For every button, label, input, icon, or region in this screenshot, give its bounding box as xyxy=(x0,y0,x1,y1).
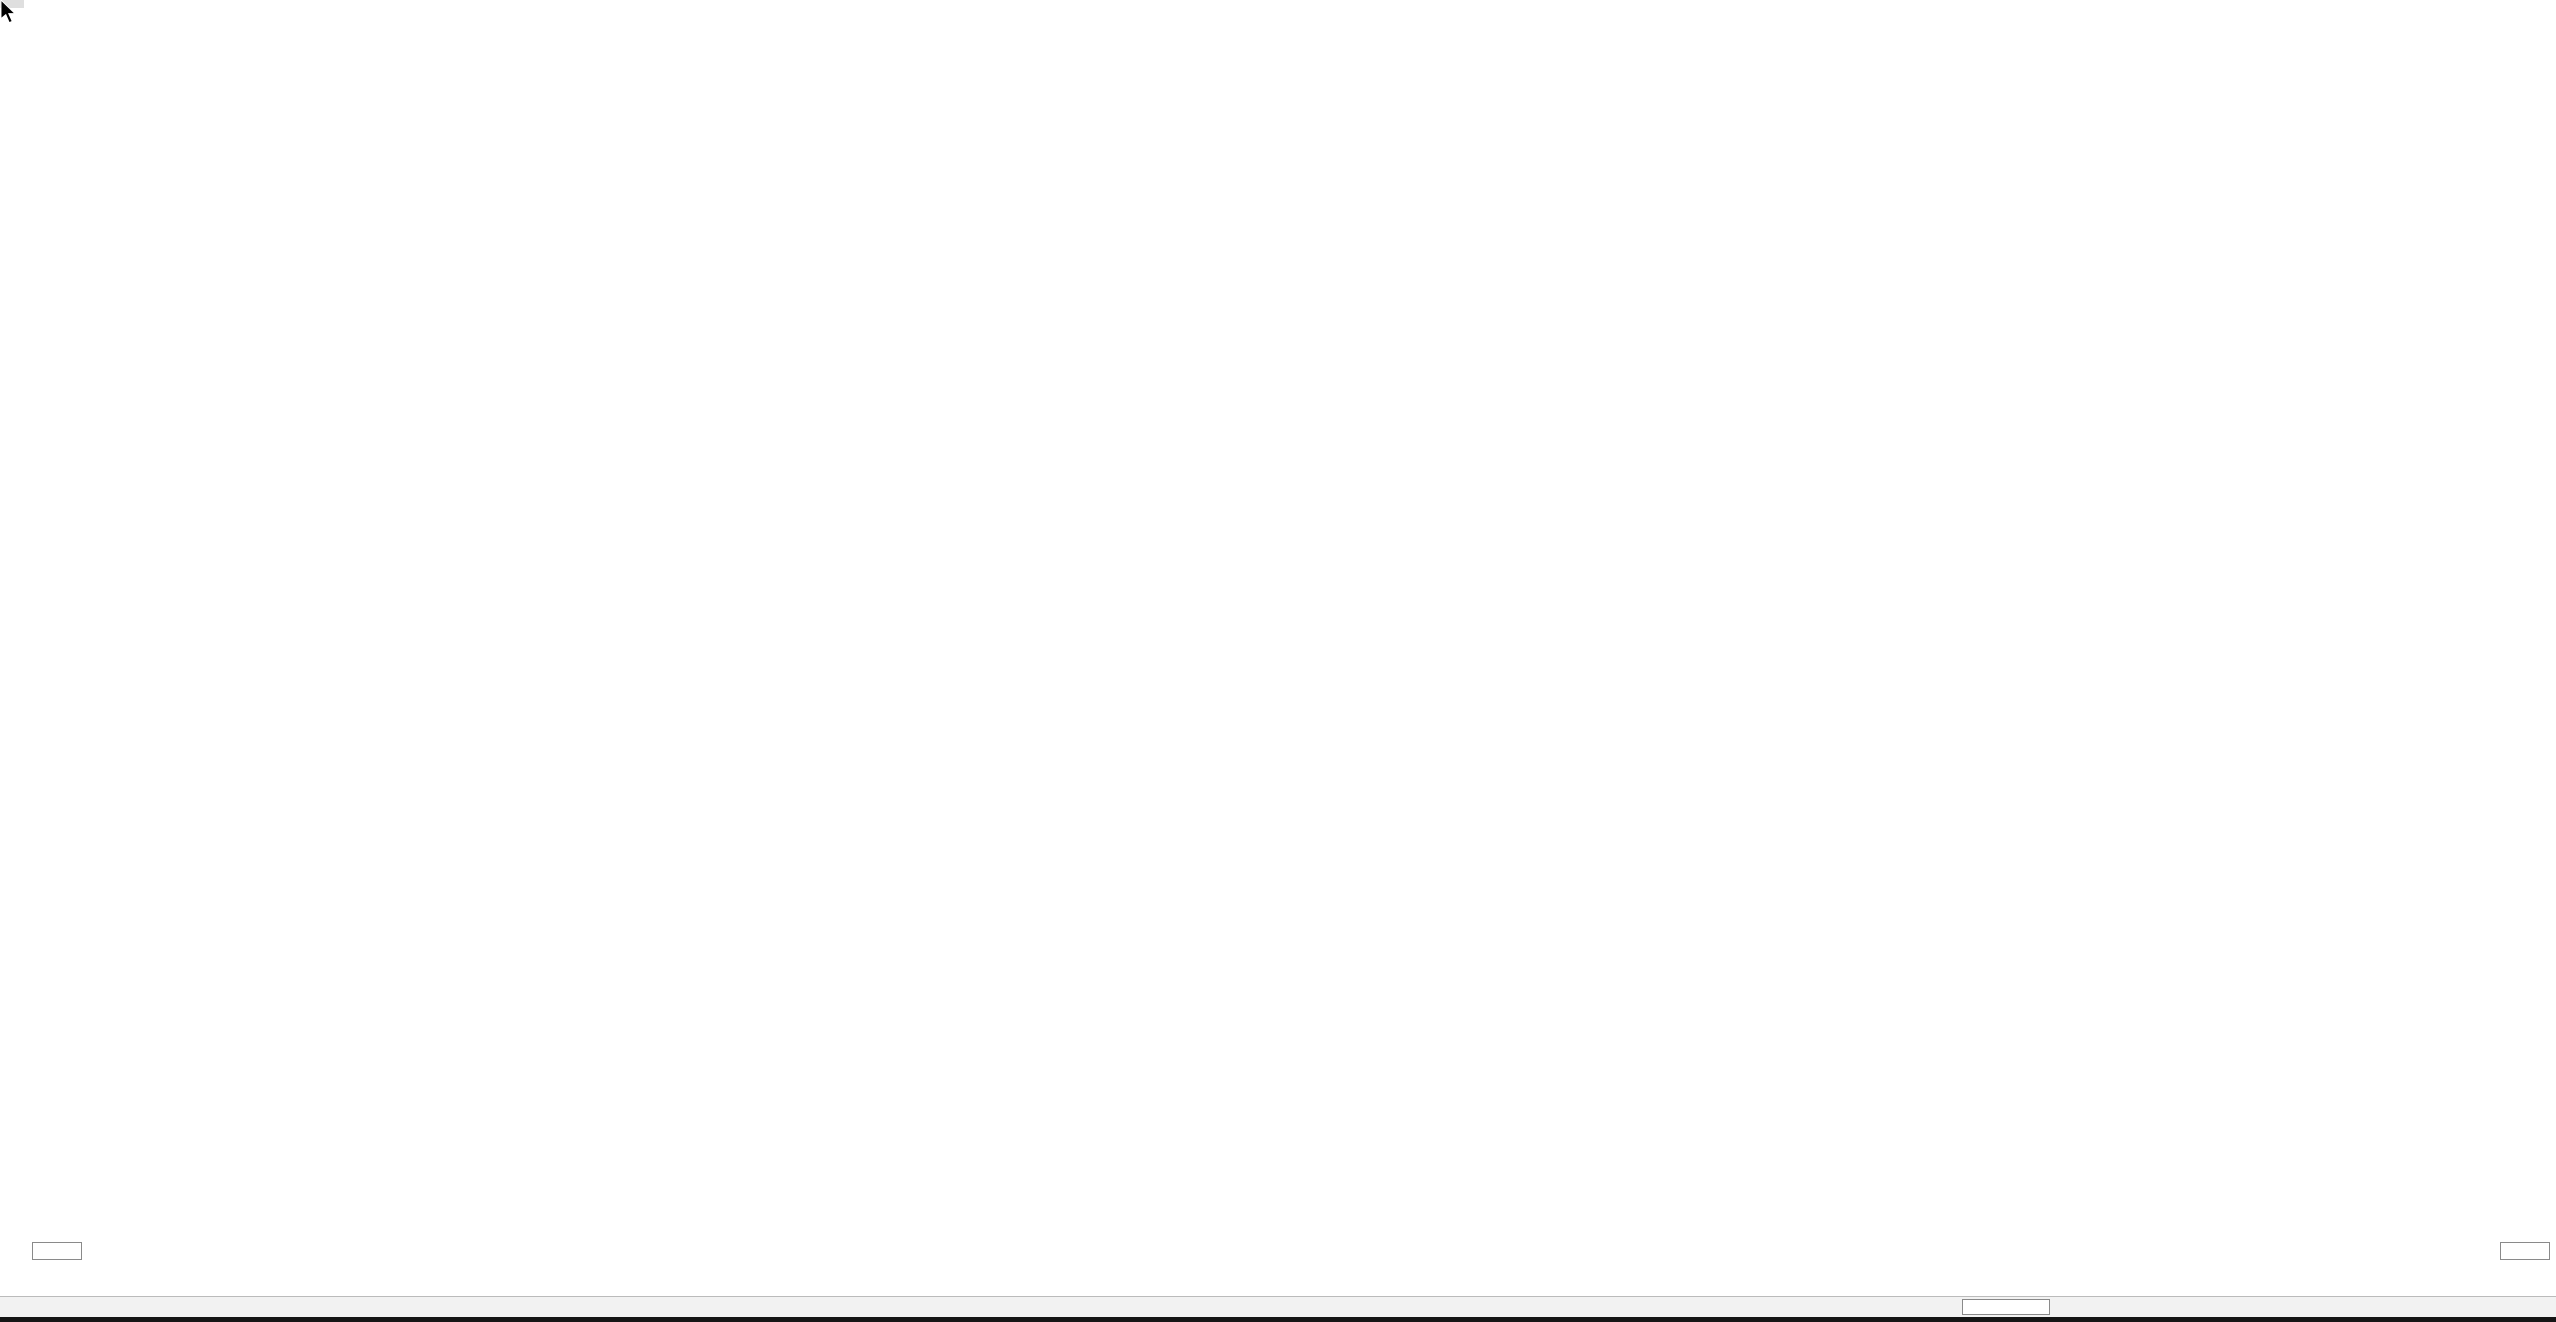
bottom-edge-bar xyxy=(0,1317,2556,1322)
mouse-cursor-icon xyxy=(0,0,17,24)
auto-scale-button-left[interactable] xyxy=(32,1242,82,1260)
auto-scale-button-right[interactable] xyxy=(2500,1242,2550,1260)
timeline-scrollbar[interactable] xyxy=(0,1296,2556,1318)
pessimism-annotation[interactable] xyxy=(0,0,24,8)
data-period-indicator[interactable] xyxy=(1962,1299,2050,1315)
